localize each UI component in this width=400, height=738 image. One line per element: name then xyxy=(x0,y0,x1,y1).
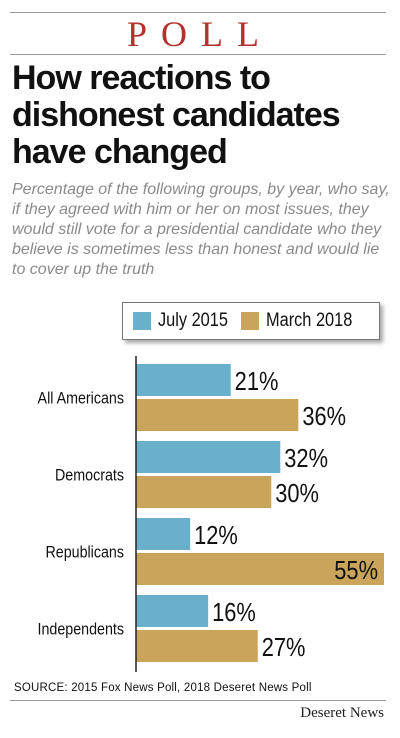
chart-subtitle: Percentage of the following groups, by y… xyxy=(12,181,390,278)
legend-item-july-2015: July 2015 xyxy=(133,310,239,332)
bar-independents-march-2018 xyxy=(136,630,258,662)
bar-democrats-march-2018 xyxy=(136,476,272,508)
category-label-all-americans: All Americans xyxy=(38,389,125,407)
bar-democrats-july-2015 xyxy=(136,441,281,473)
bar-republicans-july-2015 xyxy=(136,518,191,550)
value-label-republicans-july-2015: 12% xyxy=(194,521,238,550)
legend-label-march-2018: March 2018 xyxy=(266,310,353,331)
bar-all-americans-march-2018 xyxy=(136,399,299,431)
kicker-rule xyxy=(10,54,386,55)
legend-swatch-march-2018 xyxy=(241,312,259,330)
footer-rule xyxy=(10,700,386,701)
legend-item-march-2018: March 2018 xyxy=(241,310,366,332)
value-label-independents-july-2015: 16% xyxy=(212,598,256,627)
category-label-republicans: Republicans xyxy=(45,543,124,561)
value-label-all-americans-july-2015: 21% xyxy=(235,367,279,396)
legend-label-july-2015: July 2015 xyxy=(158,310,228,331)
value-label-all-americans-march-2018: 36% xyxy=(302,402,346,431)
top-rule xyxy=(10,12,386,13)
value-label-independents-march-2018: 27% xyxy=(262,633,306,662)
category-label-independents: Independents xyxy=(38,620,125,638)
value-label-democrats-july-2015: 32% xyxy=(284,444,328,473)
publisher-credit: Deseret News xyxy=(300,705,384,721)
category-label-democrats: Democrats xyxy=(55,466,124,484)
value-label-democrats-march-2018: 30% xyxy=(275,479,319,508)
bar-all-americans-july-2015 xyxy=(136,364,231,396)
source-note: SOURCE: 2015 Fox News Poll, 2018 Deseret… xyxy=(14,682,312,694)
value-label-republicans-march-2018: 55% xyxy=(334,556,378,585)
legend-swatch-july-2015 xyxy=(133,312,151,330)
legend: July 2015 March 2018 xyxy=(122,302,380,340)
bar-republicans-march-2018 xyxy=(136,553,384,585)
kicker-label: POLL xyxy=(127,14,273,54)
chart-title: How reactions to dishonest candidates ha… xyxy=(12,59,341,171)
bar-independents-july-2015 xyxy=(136,595,209,627)
